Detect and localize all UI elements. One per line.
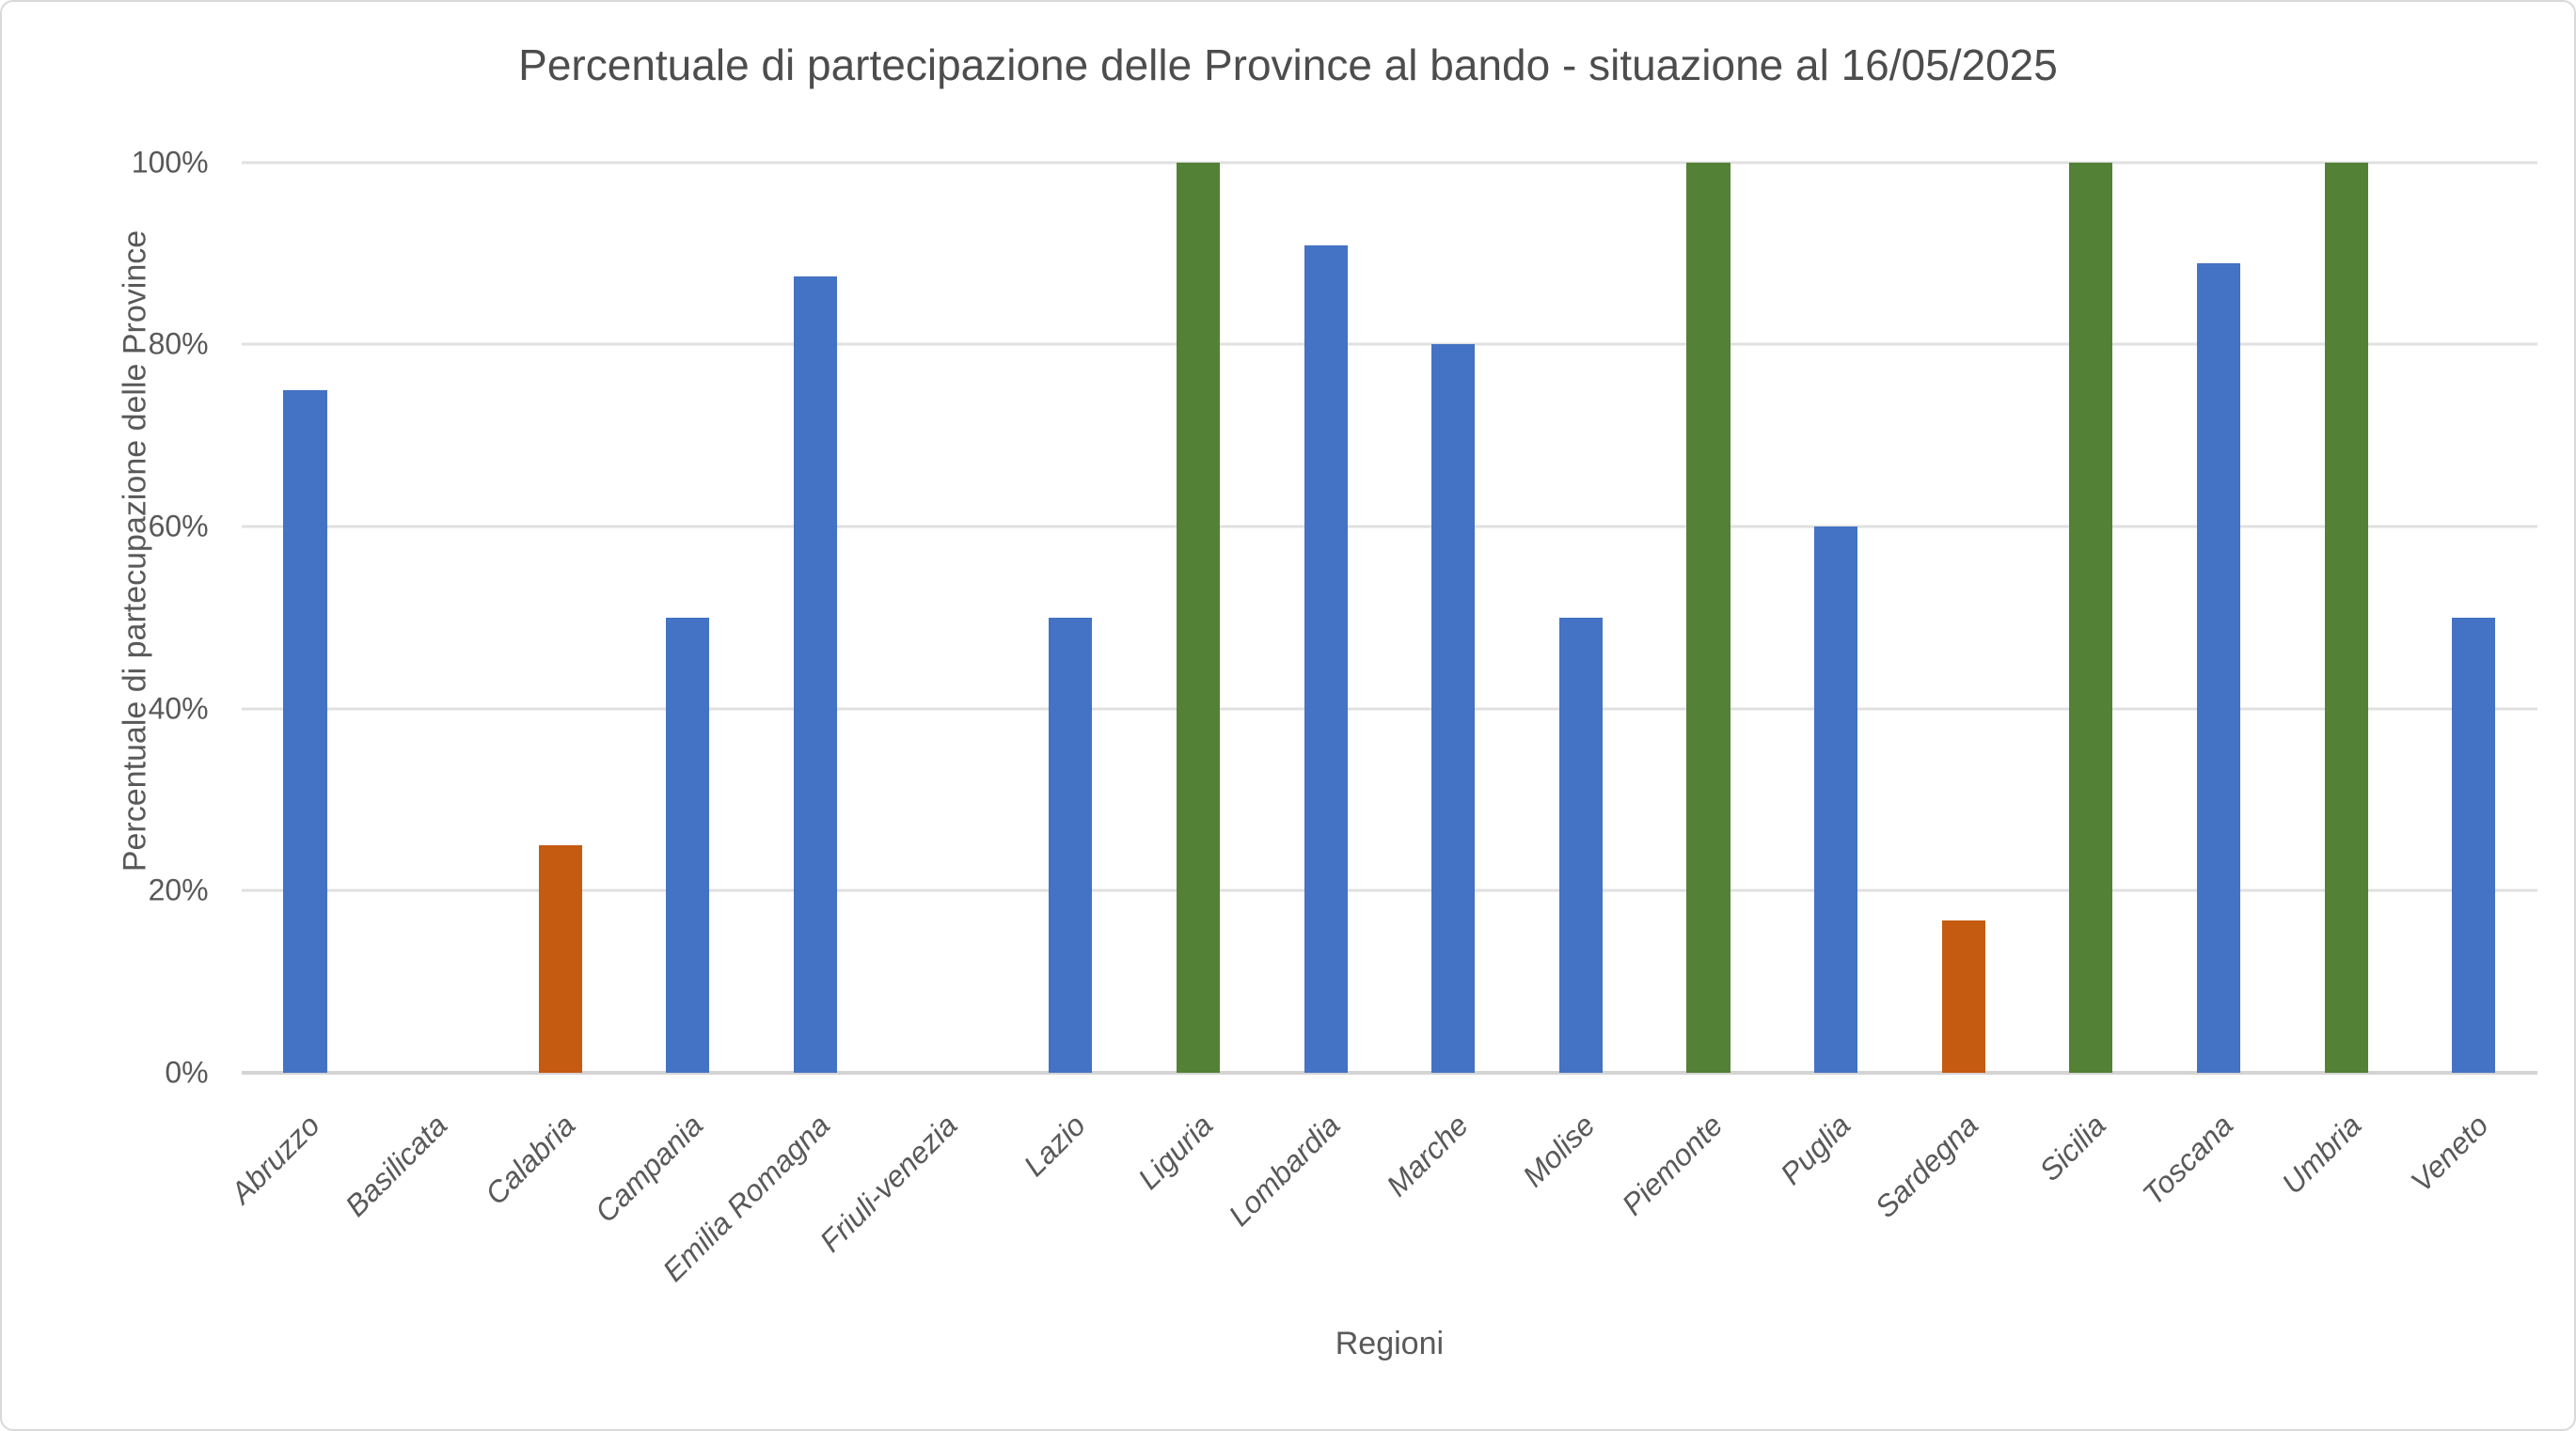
bar-slot-lazio xyxy=(1006,163,1134,1074)
bar-liguria xyxy=(1176,162,1220,1074)
x-label-slot: Veneto xyxy=(2404,1090,2538,1332)
y-tick-label-40%: 40% xyxy=(148,691,209,726)
gridline-40 xyxy=(241,707,2538,711)
y-tick-label-60%: 60% xyxy=(148,509,209,543)
bar-slot-calabria xyxy=(497,163,624,1074)
bar-emilia-romagna xyxy=(793,275,838,1074)
y-axis-tick-labels: 0% 20% 40% 60% 80% 100% xyxy=(2,145,209,1089)
x-tick-label-molise: Molise xyxy=(1516,1108,1603,1193)
bar-molise xyxy=(1558,617,1603,1074)
bar-slot-umbria xyxy=(2283,162,2410,1074)
x-label-slot: Sicilia xyxy=(2028,1090,2156,1332)
gridline-80 xyxy=(241,342,2538,346)
bar-lombardia xyxy=(1304,244,1348,1074)
bar-slot-sardegna xyxy=(1900,163,2028,1074)
x-tick-label-veneto: Veneto xyxy=(2404,1108,2495,1199)
x-tick-label-liguria: Liguria xyxy=(1130,1108,1220,1196)
bar-piemonte xyxy=(1686,162,1731,1074)
bar-slot-campania xyxy=(624,163,752,1074)
bar-slot-veneto xyxy=(2410,163,2538,1074)
y-tick-label-100%: 100% xyxy=(131,145,209,180)
bar-slot-lombardia xyxy=(1262,163,1390,1074)
x-label-slot: Basilicata xyxy=(339,1090,497,1332)
x-label-slot: Lombardia xyxy=(1223,1090,1390,1332)
x-tick-label-sicilia: Sicilia xyxy=(2032,1108,2112,1187)
x-tick-label-puglia: Puglia xyxy=(1774,1108,1857,1191)
x-tick-label-abruzzo: Abruzzo xyxy=(224,1108,326,1210)
bar-slot-basilicata xyxy=(369,163,497,1073)
bar-slot-sicilia xyxy=(2028,162,2156,1074)
bar-lazio xyxy=(1049,617,1093,1074)
bar-slot-molise xyxy=(1517,163,1645,1074)
bar-calabria xyxy=(538,844,582,1074)
bar-slot-friuli-venezia xyxy=(879,163,1007,1073)
bar-slot-emilia-romagna xyxy=(751,163,879,1074)
x-tick-label-lazio: Lazio xyxy=(1017,1108,1092,1183)
x-label-slot: Sardegna xyxy=(1869,1090,2028,1332)
x-tick-label-umbria: Umbria xyxy=(2274,1108,2368,1201)
x-tick-label-marche: Marche xyxy=(1379,1108,1475,1203)
x-axis-title: Regioni xyxy=(1335,1326,1445,1361)
x-label-slot: Toscana xyxy=(2136,1090,2283,1332)
chart-title: Percentuale di partecipazione delle Prov… xyxy=(518,40,2058,89)
bar-slot-toscana xyxy=(2155,163,2283,1074)
x-label-slot: Molise xyxy=(1516,1090,1645,1332)
bar-slot-piemonte xyxy=(1645,162,1773,1074)
gridline-60 xyxy=(241,525,2538,528)
gridline-0 xyxy=(241,1071,2538,1076)
bar-umbria xyxy=(2324,162,2368,1074)
y-tick-label-20%: 20% xyxy=(148,873,209,907)
y-tick-label-80%: 80% xyxy=(148,326,209,361)
x-label-slot: Marche xyxy=(1380,1090,1517,1332)
bar-campania xyxy=(666,617,710,1074)
gridline-20 xyxy=(241,888,2538,892)
bar-marche xyxy=(1431,344,1476,1074)
bar-series xyxy=(242,162,2538,1074)
bar-puglia xyxy=(1814,527,1858,1074)
x-label-slot: Umbria xyxy=(2275,1090,2410,1332)
bar-slot-liguria xyxy=(1134,162,1262,1074)
bar-slot-abruzzo xyxy=(242,163,370,1074)
bar-veneto xyxy=(2452,617,2496,1074)
bar-abruzzo xyxy=(283,389,327,1074)
y-tick-label-0%: 0% xyxy=(165,1055,209,1090)
x-label-slot: Piemonte xyxy=(1616,1090,1773,1332)
x-label-slot: Lazio xyxy=(1006,1090,1134,1332)
bar-slot-puglia xyxy=(1772,163,1900,1074)
bar-toscana xyxy=(2197,263,2241,1074)
bar-sardegna xyxy=(1941,920,1985,1074)
bar-slot-marche xyxy=(1389,163,1517,1074)
bar-sicilia xyxy=(2069,162,2113,1074)
gridline-100 xyxy=(241,161,2538,165)
plot-area xyxy=(241,161,2538,1076)
x-label-slot: Friuli-venezia xyxy=(814,1090,1007,1332)
x-axis-tick-labels: Abruzzo Basilicata Calabria Campania Emilia … xyxy=(224,1090,2538,1332)
